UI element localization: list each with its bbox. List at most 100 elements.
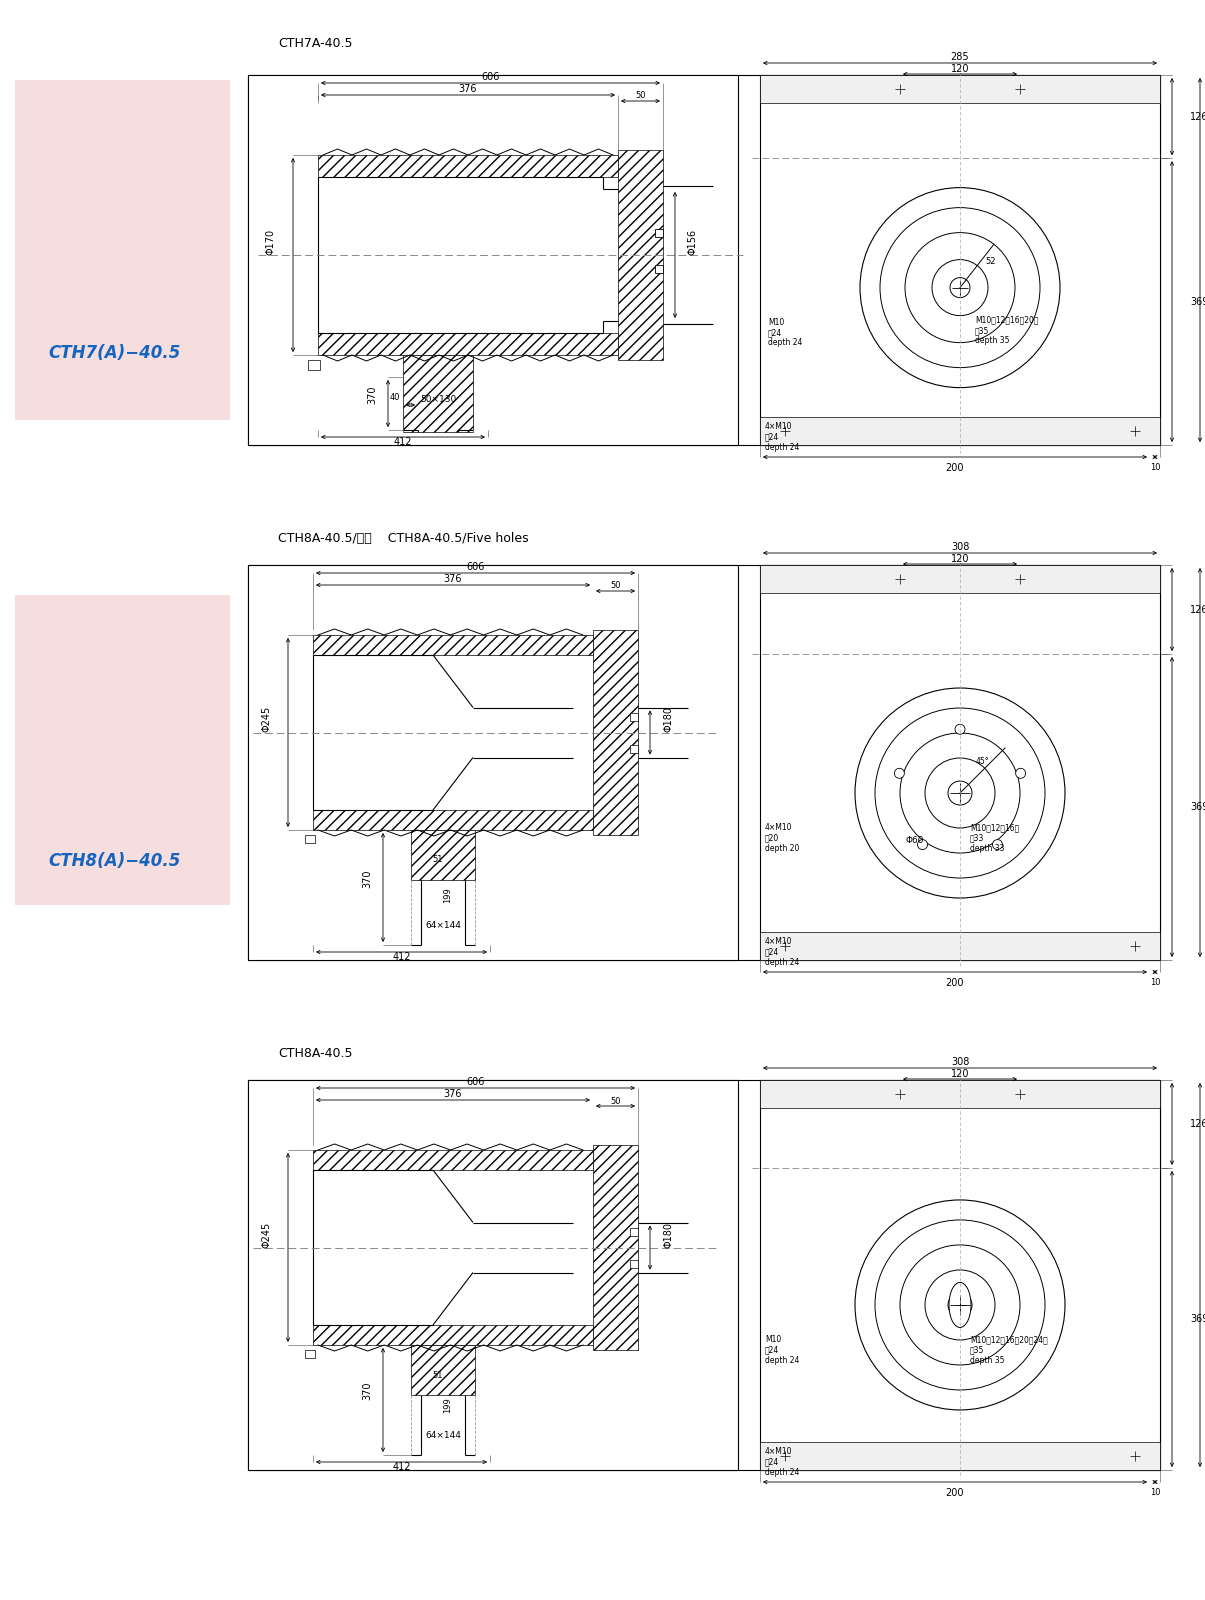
Ellipse shape <box>950 1283 971 1328</box>
Bar <box>760 75 1160 102</box>
Circle shape <box>875 709 1045 878</box>
Text: 376: 376 <box>443 1090 463 1099</box>
Text: 606: 606 <box>466 1077 484 1086</box>
Circle shape <box>856 688 1065 898</box>
Text: 412: 412 <box>393 1462 411 1472</box>
Bar <box>630 712 637 720</box>
Circle shape <box>948 781 972 805</box>
Circle shape <box>931 259 988 315</box>
Bar <box>248 565 1160 960</box>
Circle shape <box>948 1293 972 1317</box>
Text: 51: 51 <box>433 856 443 864</box>
Text: 369: 369 <box>1191 1314 1205 1323</box>
Bar <box>248 565 737 960</box>
Bar <box>248 1080 737 1470</box>
Text: 10: 10 <box>1150 978 1160 987</box>
Circle shape <box>900 1245 1019 1365</box>
Text: 120: 120 <box>951 1069 969 1078</box>
Circle shape <box>925 1270 995 1339</box>
Text: Φ180: Φ180 <box>663 707 674 733</box>
Text: 40: 40 <box>389 392 400 402</box>
Text: 126: 126 <box>1191 112 1205 122</box>
Text: Φ245: Φ245 <box>261 1221 271 1248</box>
Bar <box>313 635 593 654</box>
Text: 126: 126 <box>1191 605 1205 614</box>
Text: CTH7A-40.5: CTH7A-40.5 <box>278 37 353 50</box>
Circle shape <box>905 232 1015 342</box>
Text: 376: 376 <box>459 83 477 94</box>
Text: 120: 120 <box>951 554 969 565</box>
Bar <box>760 931 1160 960</box>
Circle shape <box>925 758 995 829</box>
Bar <box>618 150 663 360</box>
Bar <box>760 1080 1160 1107</box>
Circle shape <box>900 733 1019 853</box>
Bar <box>630 1259 637 1267</box>
Bar <box>593 1146 637 1350</box>
Text: 200: 200 <box>946 978 964 987</box>
Bar <box>411 1346 475 1395</box>
Text: 370: 370 <box>362 869 372 888</box>
Circle shape <box>956 725 965 734</box>
Text: Φ156: Φ156 <box>688 229 698 254</box>
Text: 308: 308 <box>951 1058 969 1067</box>
Text: M10
淲24
depth 24: M10 淲24 depth 24 <box>765 1334 799 1365</box>
Text: M10（12、16）
淲33
depth 33: M10（12、16） 淲33 depth 33 <box>970 822 1019 853</box>
Text: Φ170: Φ170 <box>266 229 276 254</box>
Text: 50×130: 50×130 <box>419 395 457 405</box>
Text: 50: 50 <box>610 1096 621 1106</box>
Text: 200: 200 <box>946 462 964 474</box>
Text: 200: 200 <box>946 1488 964 1498</box>
Text: 285: 285 <box>951 51 969 62</box>
Bar <box>248 75 1160 445</box>
Text: 45°: 45° <box>976 757 989 766</box>
Circle shape <box>917 840 928 850</box>
Text: CTH7(A)−40.5: CTH7(A)−40.5 <box>49 344 181 362</box>
Bar <box>411 830 475 880</box>
Bar <box>656 229 663 237</box>
Text: 4×M10
淲24
depth 24: 4×M10 淲24 depth 24 <box>765 422 799 451</box>
Text: 51: 51 <box>433 1371 443 1379</box>
Bar <box>760 1442 1160 1470</box>
Bar <box>760 1080 1160 1470</box>
Bar <box>248 75 737 445</box>
Text: 120: 120 <box>951 64 969 74</box>
Bar <box>248 1080 1160 1470</box>
Text: CTH8(A)−40.5: CTH8(A)−40.5 <box>49 853 181 870</box>
Bar <box>313 1150 593 1170</box>
Text: M10
淲24
depth 24: M10 淲24 depth 24 <box>768 318 803 347</box>
Bar <box>305 835 315 843</box>
Text: 10: 10 <box>1150 1488 1160 1498</box>
Text: Φ180: Φ180 <box>663 1221 674 1248</box>
Bar <box>593 630 637 835</box>
Text: M10（12、16、20、24）
淲35
depth 35: M10（12、16、20、24） 淲35 depth 35 <box>970 1334 1048 1365</box>
Bar <box>318 155 618 178</box>
Text: 199: 199 <box>443 1397 452 1413</box>
Text: 50: 50 <box>610 581 621 590</box>
Bar <box>313 810 593 830</box>
Circle shape <box>1016 768 1025 778</box>
Circle shape <box>993 840 1003 850</box>
Bar <box>402 355 474 432</box>
Text: 369: 369 <box>1191 296 1205 307</box>
Bar <box>656 266 663 274</box>
Bar <box>318 333 618 355</box>
Circle shape <box>950 278 970 298</box>
Circle shape <box>894 768 905 778</box>
Text: 369: 369 <box>1191 802 1205 813</box>
Text: CTH8A-40.5/五孔    CTH8A-40.5/Five holes: CTH8A-40.5/五孔 CTH8A-40.5/Five holes <box>278 531 529 546</box>
Text: 64×144: 64×144 <box>425 1430 462 1440</box>
Bar <box>760 418 1160 445</box>
Text: 126: 126 <box>1191 1118 1205 1130</box>
Bar <box>630 1227 637 1235</box>
Text: 52: 52 <box>986 258 995 266</box>
Text: 376: 376 <box>443 574 463 584</box>
Text: 50: 50 <box>635 91 646 101</box>
Bar <box>760 565 1160 594</box>
Text: 308: 308 <box>951 542 969 552</box>
Text: 606: 606 <box>481 72 500 82</box>
Text: 64×144: 64×144 <box>425 920 462 930</box>
Bar <box>14 595 230 906</box>
Bar <box>305 1350 315 1358</box>
Text: 370: 370 <box>362 1381 372 1400</box>
